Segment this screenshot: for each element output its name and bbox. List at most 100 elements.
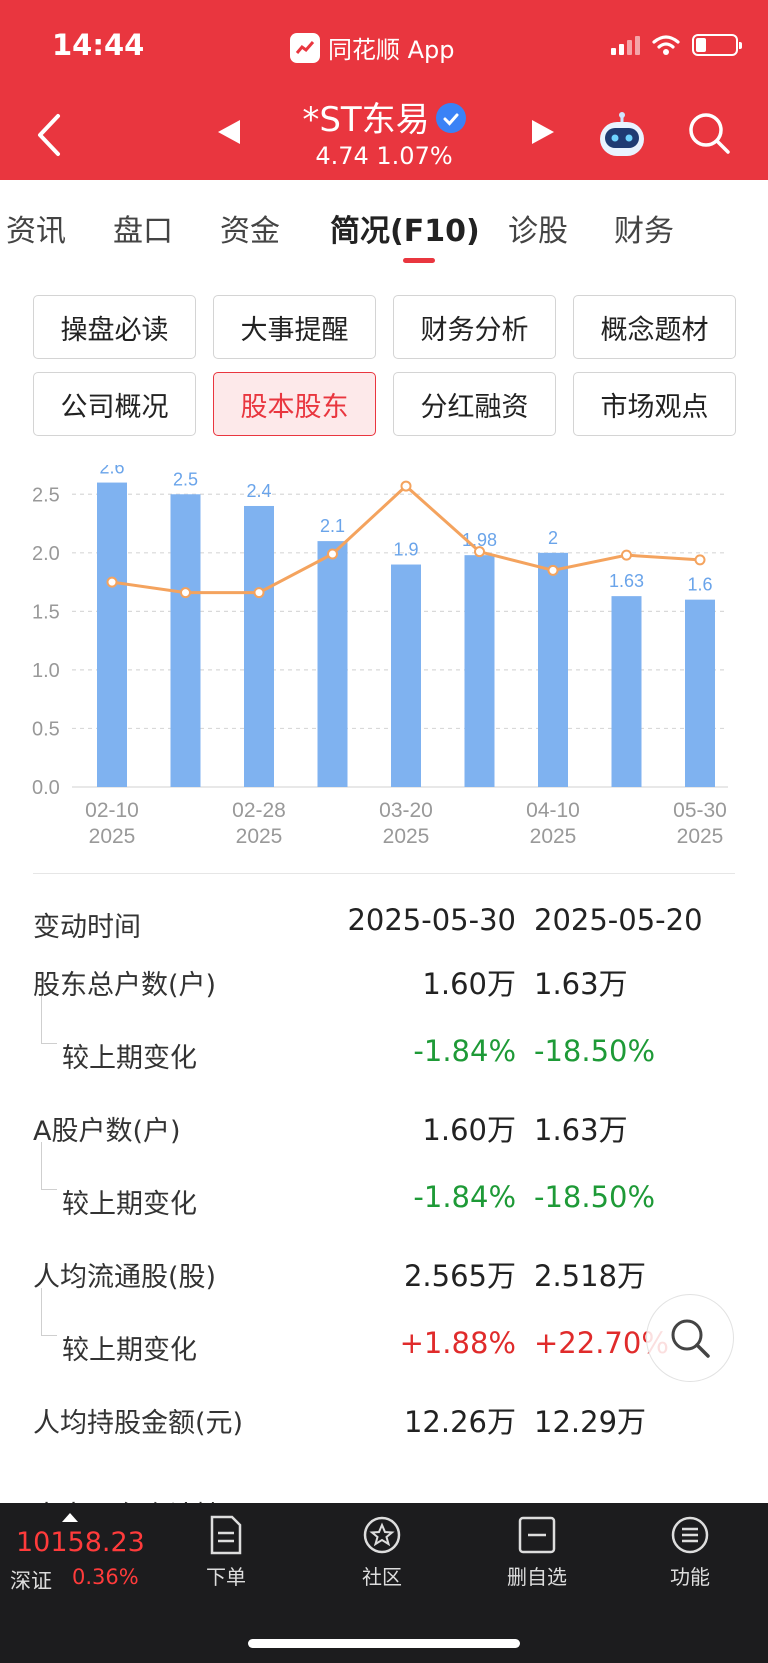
y-tick-label: 1.0 <box>32 660 60 682</box>
table-cell-col2: 2.518万 <box>534 1259 647 1293</box>
search-icon <box>671 1319 710 1358</box>
nav-remove-watchlist[interactable]: 删自选 <box>487 1515 587 1590</box>
tree-connector <box>41 1142 57 1190</box>
x-tick-year: 2025 <box>677 825 724 848</box>
table-cell-col1: -1.84% <box>413 1180 516 1214</box>
table-cell-col1: +1.88% <box>399 1326 516 1360</box>
line-point <box>400 480 412 492</box>
battery-icon <box>692 34 742 56</box>
bar <box>391 564 421 787</box>
sub-button-2[interactable]: 财务分析 <box>393 295 556 359</box>
line-point <box>180 587 191 599</box>
table-cell-col1: 12.26万 <box>403 1405 516 1439</box>
sub-button-0[interactable]: 操盘必读 <box>33 295 196 359</box>
tab-2[interactable]: 资金 <box>220 214 280 249</box>
bar-value-label: 1.63 <box>609 571 644 591</box>
nav-order[interactable]: 下单 <box>176 1515 276 1590</box>
stock-name: *ST东易 <box>302 100 430 140</box>
sub-button-4[interactable]: 公司概况 <box>33 372 196 436</box>
tab-4[interactable]: 诊股 <box>508 214 568 249</box>
x-tick-label: 02-28 <box>232 799 286 822</box>
nav-functions[interactable]: 功能 <box>640 1515 740 1590</box>
x-tick-year: 2025 <box>383 825 430 848</box>
sub-button-7[interactable]: 市场观点 <box>573 372 736 436</box>
search-icon[interactable] <box>686 110 732 156</box>
stock-price: 4.74 <box>315 142 369 170</box>
active-tab-indicator <box>403 258 435 263</box>
index-change: 0.36% <box>72 1565 139 1589</box>
sub-button-5[interactable]: 股本股东 <box>213 372 376 436</box>
tab-0[interactable]: 资讯 <box>6 214 66 249</box>
bar <box>538 552 568 787</box>
menu-icon <box>671 1516 709 1554</box>
x-tick-year: 2025 <box>530 825 577 848</box>
tree-connector <box>41 1288 57 1336</box>
line-point <box>327 548 338 560</box>
table-cell-col2: 1.63万 <box>534 1113 628 1147</box>
back-arrow-icon[interactable] <box>34 112 64 158</box>
line-point <box>474 546 485 558</box>
index-expand-icon[interactable] <box>62 1513 78 1522</box>
stock-price-line: 4.74 1.07% <box>0 142 768 170</box>
table-cell-col1: 2.565万 <box>403 1259 516 1293</box>
nav-functions-label: 功能 <box>670 1565 710 1589</box>
bar <box>611 596 642 787</box>
line-point <box>253 587 265 599</box>
bar-value-label: 2.5 <box>173 469 198 489</box>
bar-value-label: 2.4 <box>246 481 271 501</box>
nav-community[interactable]: 社区 <box>332 1515 432 1590</box>
index-name: 深证 <box>10 1569 52 1593</box>
bar-value-label: 2.6 <box>99 465 124 478</box>
prev-stock-icon[interactable] <box>216 118 244 146</box>
status-time: 14:44 <box>52 28 145 62</box>
next-stock-icon[interactable] <box>528 118 556 146</box>
signal-icon <box>611 35 640 55</box>
status-icons <box>611 34 742 56</box>
x-tick-label: 03-20 <box>379 799 433 822</box>
app-logo-icon <box>290 32 320 63</box>
order-doc-icon <box>210 1515 242 1555</box>
section-divider <box>33 873 735 874</box>
tab-bar: 资讯 盘口 资金 简况(F10) 诊股 财务 <box>0 180 768 270</box>
sub-button-3[interactable]: 概念题材 <box>573 295 736 359</box>
tree-connector <box>41 996 57 1044</box>
robot-assistant-icon[interactable] <box>596 110 648 160</box>
table-cell-col2: 1.63万 <box>534 967 628 1001</box>
y-tick-label: 1.5 <box>32 601 60 623</box>
table-row-label: 人均流通股(股) <box>33 1262 217 1293</box>
index-value[interactable]: 10158.23 <box>16 1527 145 1558</box>
change-row-label: 较上期变化 <box>62 1335 197 1366</box>
bar-value-label: 1.9 <box>393 540 418 560</box>
tab-5[interactable]: 财务 <box>614 214 674 249</box>
shareholder-chart: 0.00.51.01.52.02.52.62.52.42.11.9 1.98 21.… <box>32 465 728 848</box>
bar-value-label: 1.6 <box>687 575 712 595</box>
floating-search-button[interactable] <box>646 1294 734 1382</box>
tab-1[interactable]: 盘口 <box>113 214 173 249</box>
change-row-label: 较上期变化 <box>62 1043 197 1074</box>
remove-watchlist-icon <box>518 1516 556 1554</box>
stock-title: *ST东易 <box>0 92 768 141</box>
bar <box>170 494 201 787</box>
line-point <box>694 554 706 566</box>
sub-button-6[interactable]: 分红融资 <box>393 372 556 436</box>
y-tick-label: 0.5 <box>32 718 60 740</box>
change-row-label: 较上期变化 <box>62 1189 197 1220</box>
table-header-label: 变动时间 <box>33 912 141 943</box>
table-row-label: 人均持股金额(元) <box>33 1408 244 1439</box>
home-indicator[interactable] <box>248 1639 520 1648</box>
sub-button-1[interactable]: 大事提醒 <box>213 295 376 359</box>
nav-order-label: 下单 <box>206 1565 246 1589</box>
bar <box>685 599 715 787</box>
x-tick-year: 2025 <box>236 825 283 848</box>
stock-change: 1.07% <box>376 142 453 170</box>
bar-value-label: 2 <box>548 528 558 548</box>
tab-3[interactable]: 简况(F10) <box>330 214 480 249</box>
line-point <box>106 576 118 588</box>
y-tick-label: 0.0 <box>32 777 60 799</box>
table-cell-col1: -1.84% <box>413 1034 516 1068</box>
top-header: 14:44 同花顺 App *ST东易 4.74 1.07% <box>0 0 768 180</box>
nav-community-label: 社区 <box>362 1565 402 1589</box>
table-cell-col1: 1.60万 <box>422 967 516 1001</box>
status-app-name[interactable]: 同花顺 App <box>290 30 455 65</box>
table-cell-col2: -18.50% <box>534 1034 656 1068</box>
